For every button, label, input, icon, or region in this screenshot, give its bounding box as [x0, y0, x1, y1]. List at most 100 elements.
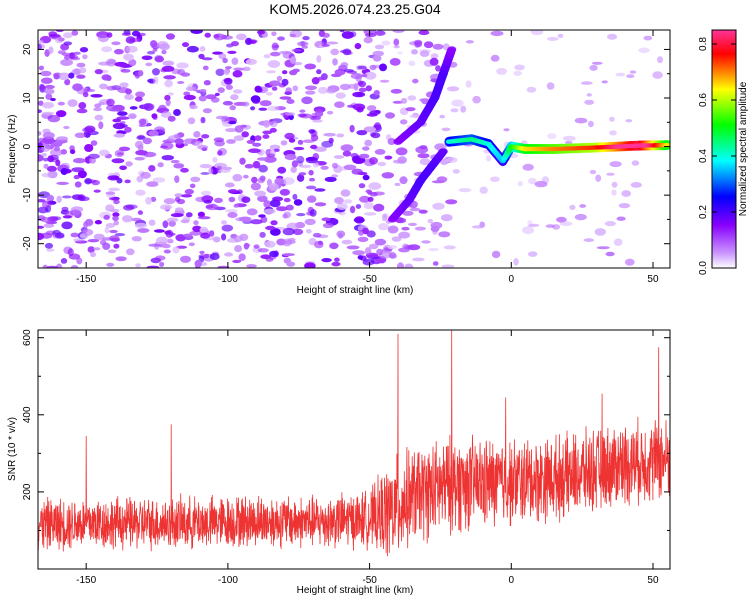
heatmap-cell — [528, 251, 538, 257]
heatmap-cell — [109, 208, 120, 213]
heatmap-cell — [220, 35, 233, 40]
heatmap-cell — [90, 94, 103, 98]
heatmap-cell — [199, 88, 207, 93]
heatmap-cell — [393, 45, 400, 49]
heatmap-cell — [114, 48, 124, 55]
heatmap-cell — [174, 138, 184, 145]
heatmap-cell — [439, 114, 446, 119]
heatmap-cell — [38, 131, 42, 136]
heatmap-cell — [327, 110, 334, 115]
heatmap-cell — [316, 55, 322, 63]
heatmap-cell — [199, 164, 212, 169]
heatmap-cell — [259, 100, 272, 107]
heatmap-cell — [175, 207, 184, 211]
heatmap-cell — [238, 253, 246, 261]
heatmap-cell — [246, 208, 258, 216]
heatmap-cell — [257, 177, 265, 184]
spectrogram-heatmap — [38, 30, 670, 268]
heatmap-cell — [268, 80, 281, 87]
heatmap-cell — [357, 255, 363, 260]
y-tick-label: -10 — [22, 187, 33, 202]
heatmap-cell — [63, 41, 73, 46]
heatmap-cell — [374, 44, 385, 50]
heatmap-cell — [146, 265, 160, 268]
heatmap-cell — [271, 42, 279, 51]
heatmap-cell — [163, 75, 176, 80]
heatmap-cell — [148, 130, 159, 137]
heatmap-cell — [77, 170, 87, 179]
heatmap-cell — [224, 77, 233, 85]
heatmap-cell — [255, 87, 263, 93]
heatmap-cell — [43, 223, 55, 228]
heatmap-cell — [399, 176, 408, 185]
heatmap-cell — [67, 248, 74, 257]
heatmap-cell — [103, 214, 110, 220]
heatmap-cell — [522, 163, 534, 171]
heatmap-cell — [279, 96, 292, 100]
heatmap-cell — [71, 194, 84, 201]
heatmap-cell — [588, 120, 594, 128]
heatmap-cell — [438, 231, 451, 238]
heatmap-cell — [62, 195, 72, 199]
heatmap-cell — [277, 166, 287, 174]
heatmap-cell — [297, 139, 304, 145]
heatmap-cell — [329, 242, 339, 250]
heatmap-cell — [260, 216, 268, 223]
heatmap-cell — [41, 200, 52, 209]
heatmap-cell — [129, 106, 138, 110]
heatmap-cell — [364, 247, 372, 255]
heatmap-cell — [321, 258, 332, 263]
heatmap-cell — [85, 218, 93, 226]
spectrogram-axes: -150 -100 -50 0 50 20 10 0 -10 -20 — [22, 30, 670, 285]
heatmap-cell — [42, 132, 55, 139]
heatmap-cell — [472, 95, 481, 104]
heatmap-cell — [432, 202, 445, 210]
heatmap-cell — [231, 41, 239, 47]
heatmap-cell — [256, 30, 266, 35]
heatmap-cell — [181, 194, 193, 198]
heatmap-cell — [274, 178, 284, 185]
heatmap-cell — [83, 88, 96, 93]
heatmap-cell — [165, 99, 171, 107]
heatmap-cell — [263, 120, 271, 128]
heatmap-cell — [101, 46, 113, 53]
heatmap-cell — [354, 43, 362, 50]
heatmap-cell — [279, 188, 290, 196]
heatmap-cell — [163, 249, 171, 254]
heatmap-cell — [308, 129, 316, 134]
heatmap-cell — [490, 30, 504, 37]
heatmap-cell — [312, 162, 320, 168]
heatmap-cell — [173, 163, 185, 169]
heatmap-cell — [559, 221, 573, 226]
heatmap-cell — [90, 251, 96, 258]
heatmap-cell — [131, 217, 142, 222]
heatmap-cell — [465, 80, 472, 88]
heatmap-cell — [235, 33, 247, 41]
heatmap-cell — [148, 243, 161, 247]
heatmap-cell — [395, 147, 408, 156]
heatmap-cell — [162, 220, 169, 229]
heatmap-cell — [212, 156, 218, 163]
heatmap-cell — [47, 155, 55, 163]
heatmap-cell — [321, 140, 334, 148]
heatmap-cell — [290, 166, 297, 173]
heatmap-cell — [38, 199, 46, 203]
heatmap-cell — [117, 111, 128, 116]
heatmap-cell — [316, 69, 322, 75]
heatmap-cell — [93, 189, 101, 193]
x-tick-label: -100 — [218, 274, 238, 285]
heatmap-cell — [180, 219, 190, 224]
colorbar-tick-label: 0.2 — [698, 205, 709, 219]
heatmap-cell — [282, 253, 295, 257]
heatmap-cell — [377, 161, 387, 167]
heatmap-cell — [79, 67, 87, 74]
heatmap-cell — [321, 217, 331, 222]
heatmap-cell — [44, 88, 55, 95]
heatmap-cell — [291, 48, 302, 53]
heatmap-cell — [126, 45, 138, 53]
heatmap-cell — [362, 174, 370, 181]
heatmap-cell — [202, 65, 209, 71]
heatmap-cell — [340, 144, 354, 152]
heatmap-cell — [263, 200, 272, 208]
heatmap-cell — [239, 157, 246, 165]
